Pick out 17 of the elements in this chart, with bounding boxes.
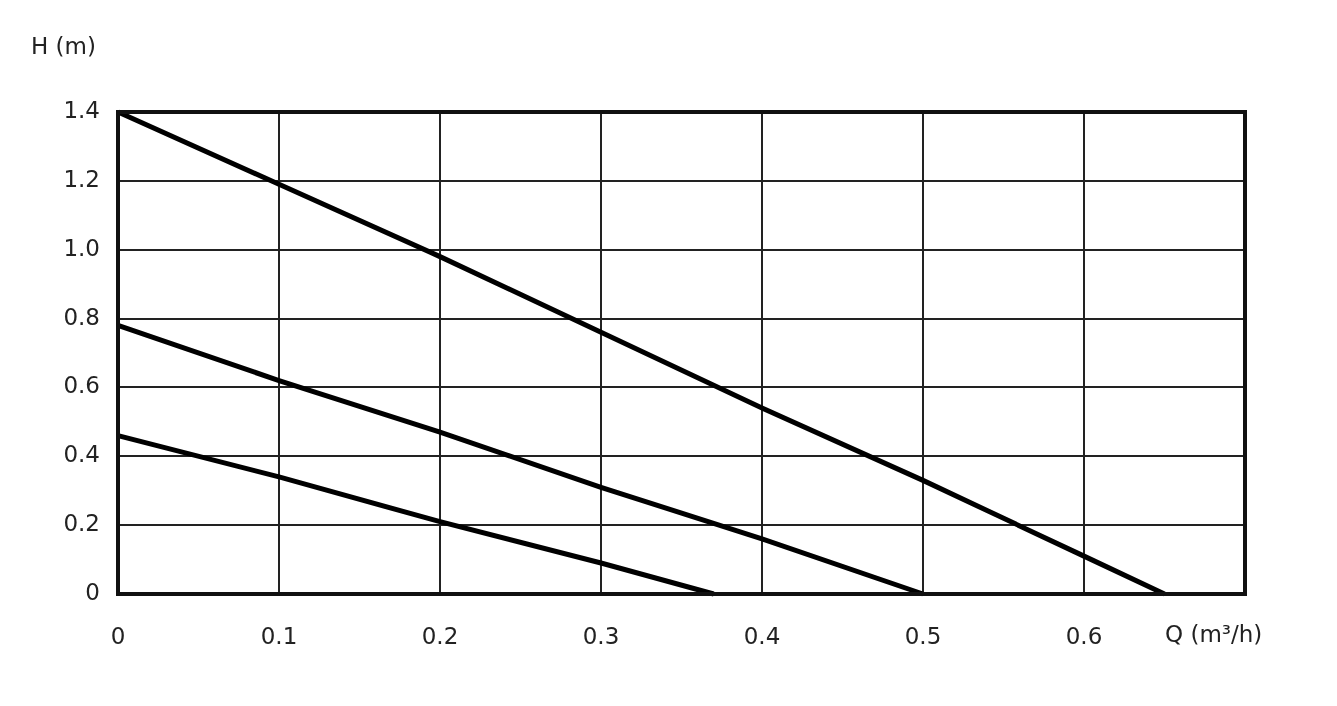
y-tick-label: 1.2	[63, 165, 100, 192]
x-tick-label: 0.4	[743, 622, 781, 649]
x-axis-title: Q (m³/h)	[1165, 620, 1263, 647]
x-tick-label: 0.5	[904, 622, 942, 649]
y-tick-label: 0.6	[63, 372, 100, 399]
y-tick-label: 1.0	[63, 234, 100, 261]
y-tick-label: 0.2	[63, 510, 100, 537]
y-tick-label: 0.8	[63, 303, 100, 330]
y-axis-title: H (m)	[31, 32, 96, 59]
x-tick-label: 0.6	[1065, 622, 1103, 649]
x-tick-label: 0.3	[582, 622, 620, 649]
x-tick-label: 0.1	[260, 622, 298, 649]
x-tick-label: 0	[110, 622, 126, 649]
y-tick-label: 1.4	[63, 96, 100, 123]
y-tick-label: 0	[85, 578, 100, 605]
y-tick-label: 0.4	[63, 441, 100, 468]
x-tick-label: 0.2	[421, 622, 459, 649]
